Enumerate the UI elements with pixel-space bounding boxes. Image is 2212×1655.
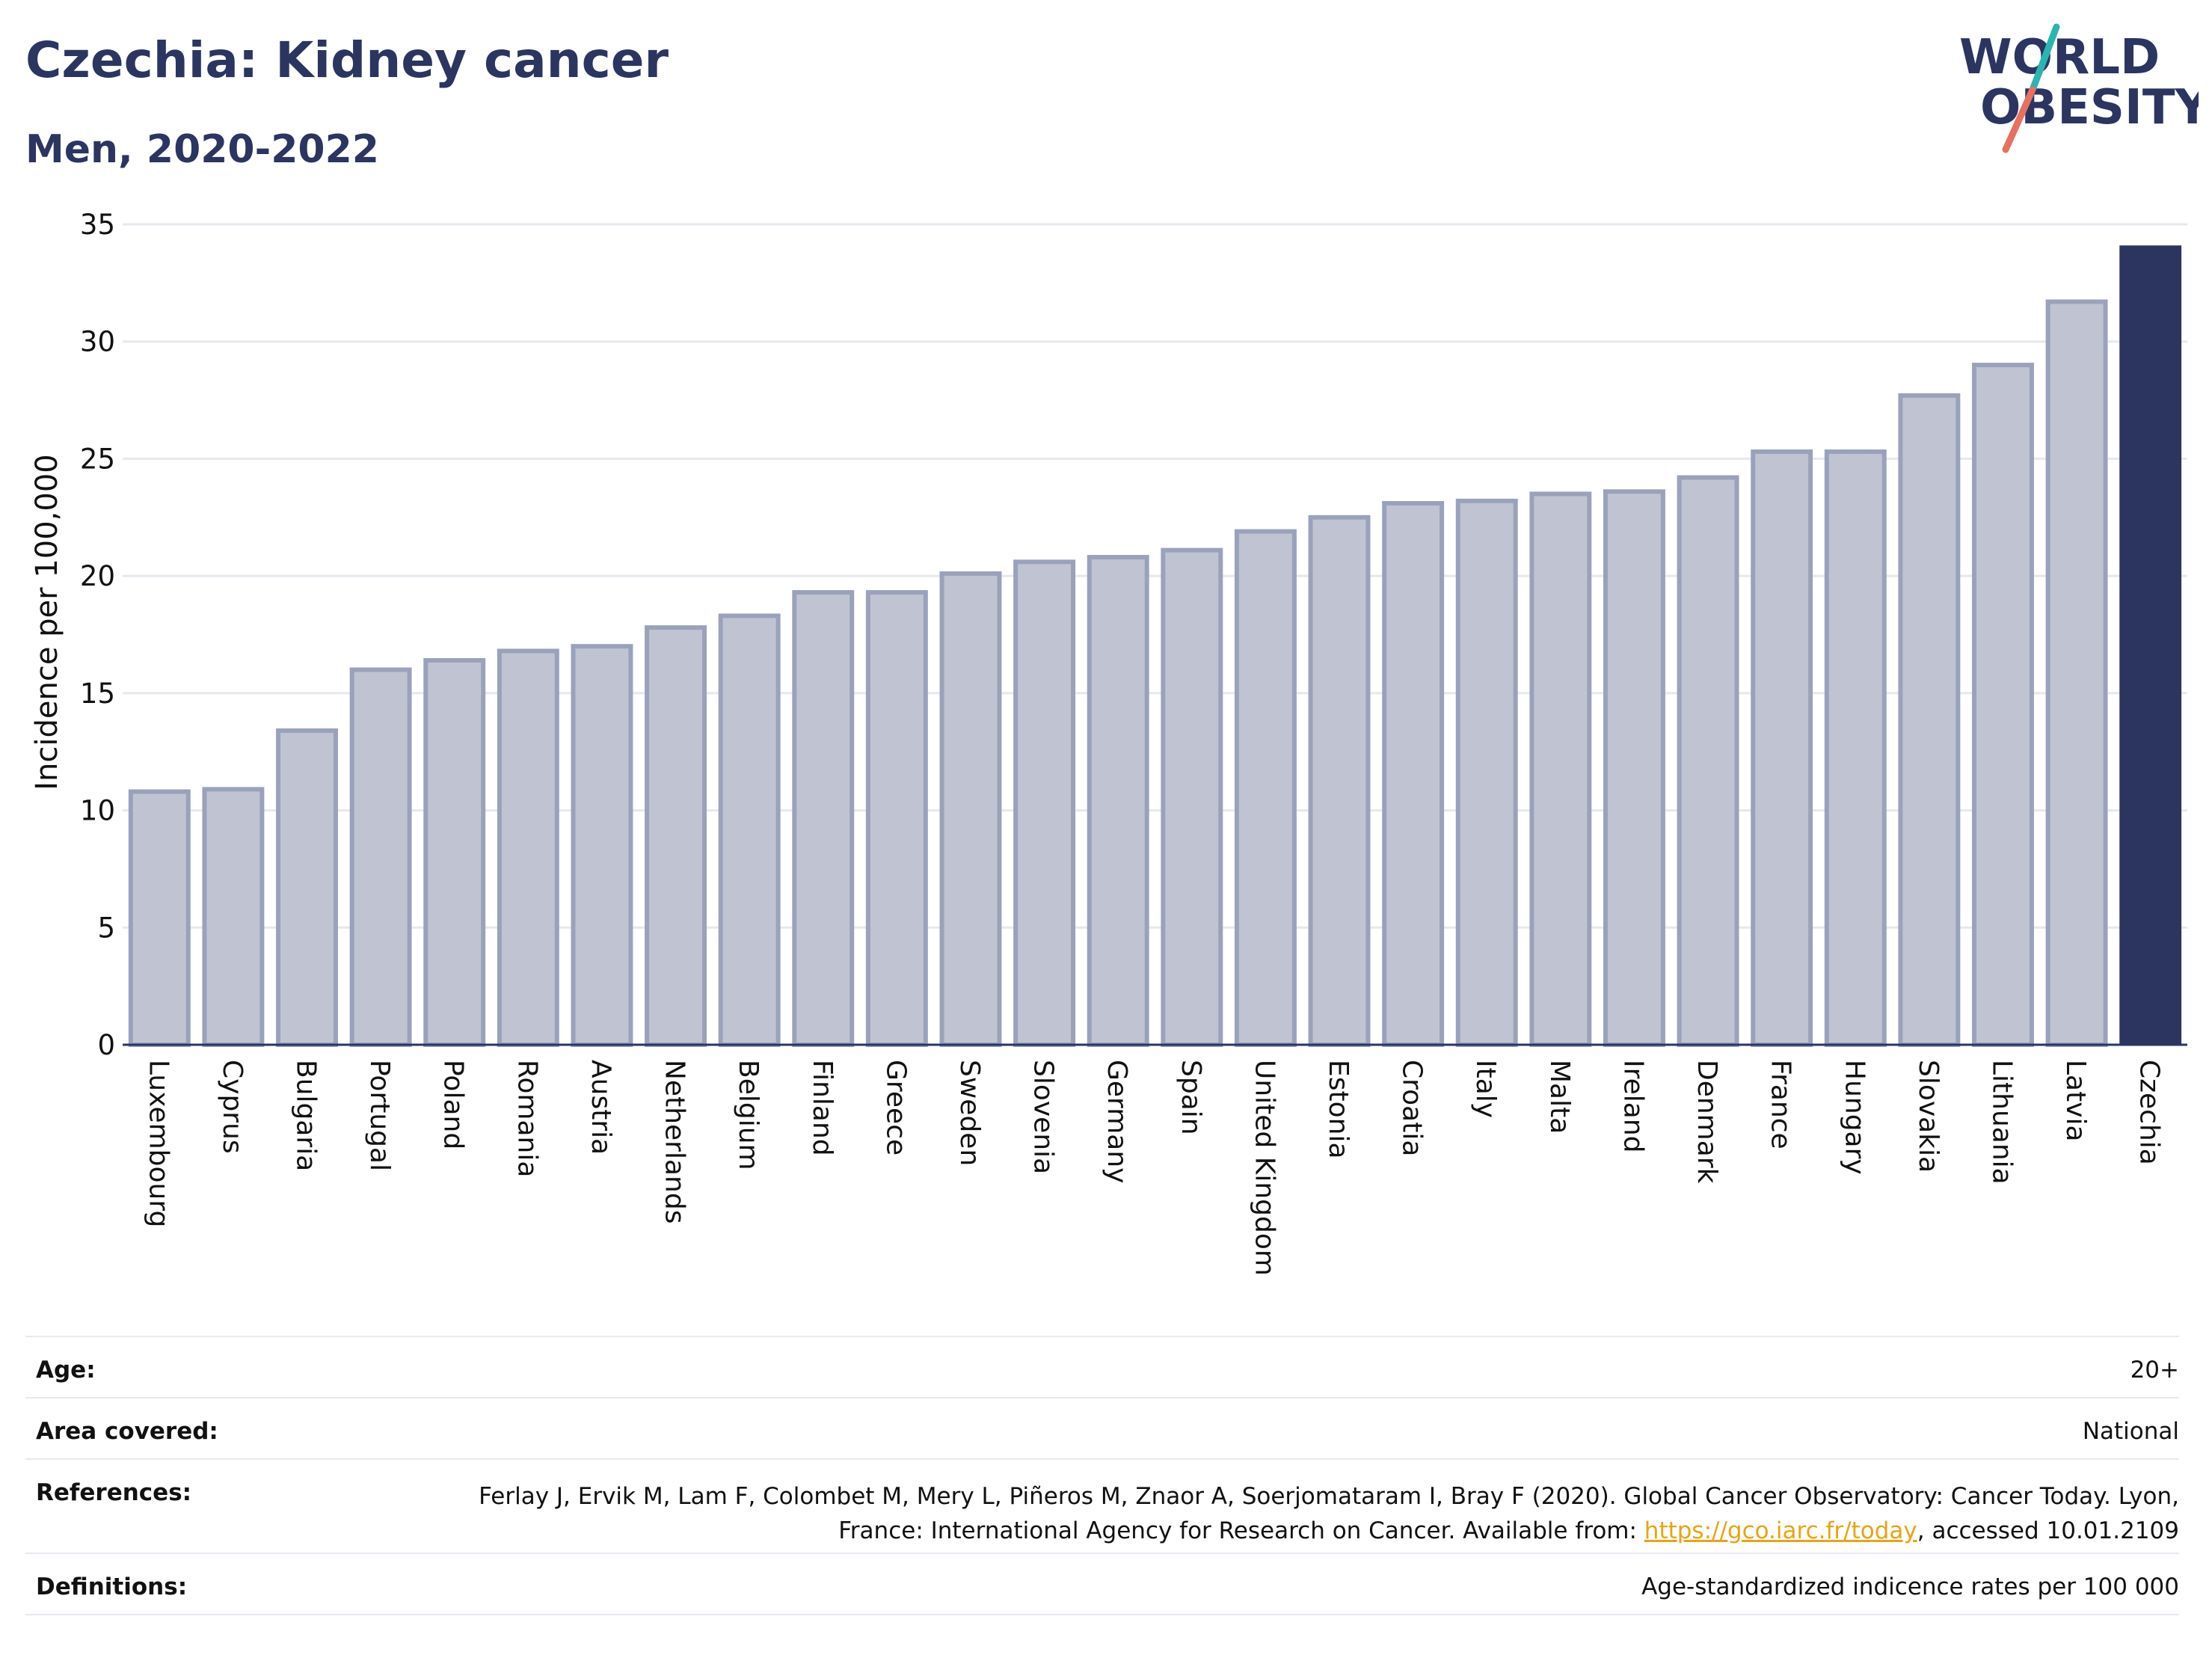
x-tick-label: Ireland <box>1617 1060 1648 1153</box>
x-tick-label: Cyprus <box>217 1060 248 1154</box>
references-label: References: <box>36 1479 192 1506</box>
definitions-label: Definitions: <box>36 1573 188 1600</box>
y-tick-label: 0 <box>97 1029 115 1061</box>
x-tick-label: United Kingdom <box>1249 1060 1279 1276</box>
references-body: Ferlay J, Ervik M, Lam F, Colombet M, Me… <box>479 1483 2179 1544</box>
x-tick-label: Greece <box>880 1060 911 1155</box>
references-text: Ferlay J, Ervik M, Lam F, Colombet M, Me… <box>459 1479 2179 1548</box>
bar-finland <box>792 590 855 1047</box>
separator <box>25 1614 2179 1615</box>
bar-greece <box>865 590 928 1047</box>
logo-slash-top <box>2029 23 2060 93</box>
bar-united-kingdom <box>1234 529 1297 1047</box>
bar-estonia <box>1308 515 1371 1047</box>
y-tick-label: 20 <box>80 560 115 592</box>
x-tick-label: Italy <box>1470 1060 1501 1118</box>
definitions-value: Age-standardized indicence rates per 100… <box>1641 1573 2179 1600</box>
separator <box>25 1336 2179 1337</box>
age-value: 20+ <box>2130 1357 2179 1384</box>
bar-austria <box>571 644 633 1047</box>
y-ticks: 0 5 10 15 20 25 30 35 <box>80 209 115 1061</box>
bar-slovenia <box>1013 559 1076 1047</box>
x-ticks: Luxembourg Cyprus Bulgaria Portugal Poland Ro… <box>143 1060 2164 1276</box>
references-suffix: , accessed 10.01.2109 <box>1917 1517 2179 1544</box>
bar-belgium <box>718 613 781 1047</box>
separator <box>25 1553 2179 1554</box>
bar-poland <box>423 657 486 1047</box>
bar-hungary <box>1824 449 1887 1047</box>
bar-romania <box>497 648 559 1047</box>
bar-lithuania <box>1972 363 2034 1047</box>
references-link[interactable]: https://gco.iarc.fr/today <box>1644 1517 1917 1544</box>
x-tick-label: Malta <box>1544 1060 1575 1134</box>
x-tick-label: Slovenia <box>1028 1060 1059 1174</box>
x-tick-label: Spain <box>1176 1060 1206 1135</box>
x-tick-label: Romania <box>511 1060 542 1177</box>
bar-denmark <box>1677 475 1739 1047</box>
x-tick-label: Bulgaria <box>291 1060 322 1171</box>
bar-chart: 0 5 10 15 20 25 30 35 Luxembourg Cyprus Bulgaria P… <box>30 209 2187 1276</box>
bar-germany <box>1087 555 1149 1047</box>
x-tick-label: Hungary <box>1839 1060 1870 1175</box>
bar-spain <box>1161 547 1223 1047</box>
bar-slovakia <box>1898 393 1961 1047</box>
separator <box>25 1397 2179 1398</box>
bar-italy <box>1455 498 1518 1047</box>
x-tick-label: Finland <box>807 1060 838 1156</box>
x-tick-label: Estonia <box>1323 1060 1354 1159</box>
y-axis-label: Incidence per 100,000 <box>30 454 64 790</box>
bars <box>128 245 2182 1048</box>
bar-latvia <box>2045 299 2108 1047</box>
logo-line1: WORLD <box>1959 30 2160 85</box>
logo-slash-bottom <box>2002 86 2036 153</box>
bar-ireland <box>1603 489 1665 1047</box>
world-obesity-logo: WORLD OBESITY <box>1959 23 2199 153</box>
x-tick-label: Germany <box>1102 1060 1132 1183</box>
y-tick-label: 15 <box>80 678 115 710</box>
bar-sweden <box>939 571 1002 1047</box>
x-tick-label: Belgium <box>733 1060 764 1170</box>
age-label: Age: <box>36 1357 96 1384</box>
x-tick-label: Denmark <box>1692 1060 1722 1184</box>
x-tick-label: France <box>1766 1060 1796 1149</box>
x-tick-label: Austria <box>586 1060 616 1155</box>
x-tick-label: Netherlands <box>660 1060 690 1223</box>
bar-bulgaria <box>276 728 338 1048</box>
x-tick-label: Lithuania <box>1986 1060 2017 1185</box>
bar-portugal <box>349 667 412 1047</box>
area-value: National <box>2082 1418 2179 1445</box>
bar-france <box>1751 449 1813 1047</box>
y-tick-label: 25 <box>80 443 115 475</box>
y-tick-label: 35 <box>80 209 115 241</box>
chart-subtitle: Men, 2020-2022 <box>25 127 379 172</box>
y-tick-label: 30 <box>80 326 115 358</box>
x-tick-label: Czechia <box>2134 1060 2165 1165</box>
bar-luxembourg <box>128 789 191 1048</box>
bar-croatia <box>1382 500 1445 1047</box>
separator <box>25 1458 2179 1460</box>
x-tick-label: Portugal <box>364 1060 395 1171</box>
x-tick-label: Slovakia <box>1913 1060 1944 1173</box>
x-tick-label: Sweden <box>954 1060 985 1166</box>
bar-malta <box>1529 491 1592 1047</box>
bar-czechia <box>2119 245 2182 1045</box>
x-tick-label: Croatia <box>1397 1060 1428 1156</box>
y-tick-label: 10 <box>80 795 115 827</box>
bar-cyprus <box>202 787 265 1048</box>
x-tick-label: Latvia <box>2060 1060 2091 1142</box>
bar-netherlands <box>645 625 707 1047</box>
chart-title: Czechia: Kidney cancer <box>25 31 669 89</box>
area-label: Area covered: <box>36 1418 218 1445</box>
y-tick-label: 5 <box>97 912 115 944</box>
x-tick-label: Luxembourg <box>143 1060 173 1227</box>
x-tick-label: Poland <box>438 1060 469 1149</box>
